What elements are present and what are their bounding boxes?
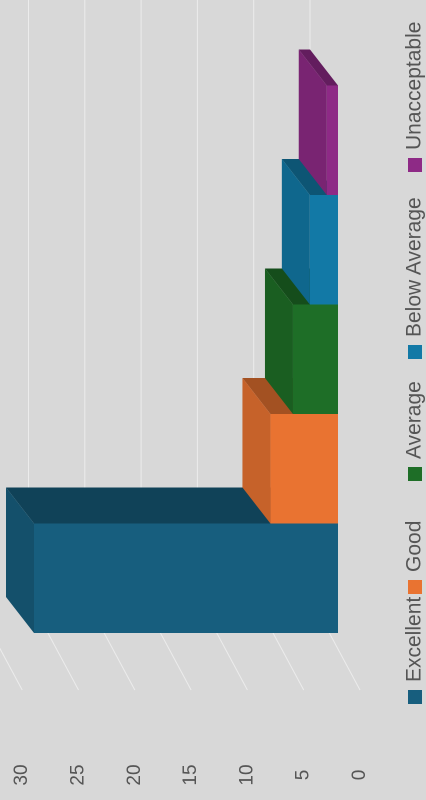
legend-label: Good [403,521,426,572]
legend-label: Below Average [403,197,426,337]
x-tick-label: 30 [11,764,32,785]
x-tick-label: 15 [180,764,201,785]
legend-swatch [408,345,422,359]
legend-label: Average [403,381,426,459]
legend-label: Unacceptable [403,22,426,150]
x-tick-label: 0 [349,770,370,781]
bar [326,85,338,195]
legend-swatch [408,467,422,481]
bar-end [298,49,327,195]
legend-label: Excellent [403,597,426,682]
legend-swatch [408,580,422,594]
legend-swatch [408,690,422,704]
bar [309,195,338,305]
bar [34,523,338,633]
bar-top [298,49,338,86]
bar-end [281,159,310,305]
bar-end [242,378,271,524]
bar-end [6,487,34,633]
x-tick-label: 20 [124,764,145,785]
x-tick-label: 10 [236,764,257,785]
bar [292,304,338,414]
grid-line [0,647,23,691]
x-tick-label: 25 [68,764,89,785]
bar-end [264,268,293,414]
bar [270,414,338,524]
x-tick-label: 5 [293,770,314,781]
legend-swatch [408,158,422,172]
